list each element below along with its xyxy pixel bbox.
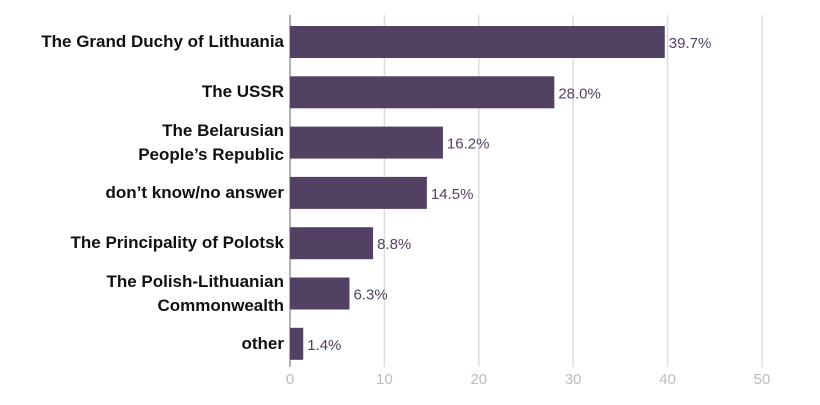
x-tick-label: 10: [376, 371, 393, 388]
category-label: The Polish-Lithuanian Commonwealth: [106, 271, 284, 315]
x-tick-label: 0: [286, 371, 294, 388]
category-label: The Grand Duchy of Lithuania: [41, 32, 284, 51]
bar: [290, 227, 374, 260]
category-label: The Principality of Polotsk: [70, 233, 284, 253]
category-label: other: [241, 333, 285, 353]
bar: [290, 327, 304, 360]
category-label: don’t know/no answer: [105, 182, 284, 202]
bar: [290, 277, 350, 310]
category-label: The Belarusian People’s Republic: [138, 120, 284, 164]
x-tick-label: 30: [565, 371, 582, 388]
value-label: 6.3%: [353, 286, 387, 303]
bar: [290, 26, 665, 58]
value-label: 14.5%: [431, 186, 474, 203]
bar: [290, 76, 555, 109]
category-label: The USSR: [201, 82, 284, 102]
x-tick-label: 50: [754, 371, 771, 388]
value-label: 16.2%: [447, 136, 490, 153]
value-label: 39.7%: [669, 35, 712, 52]
value-label: 28.0%: [558, 85, 601, 102]
value-label: 1.4%: [307, 337, 341, 354]
x-tick-label: 20: [470, 371, 487, 388]
bar: [290, 126, 443, 159]
value-label: 8.8%: [377, 236, 411, 253]
x-tick-label: 40: [659, 371, 676, 388]
bar: [290, 176, 427, 209]
